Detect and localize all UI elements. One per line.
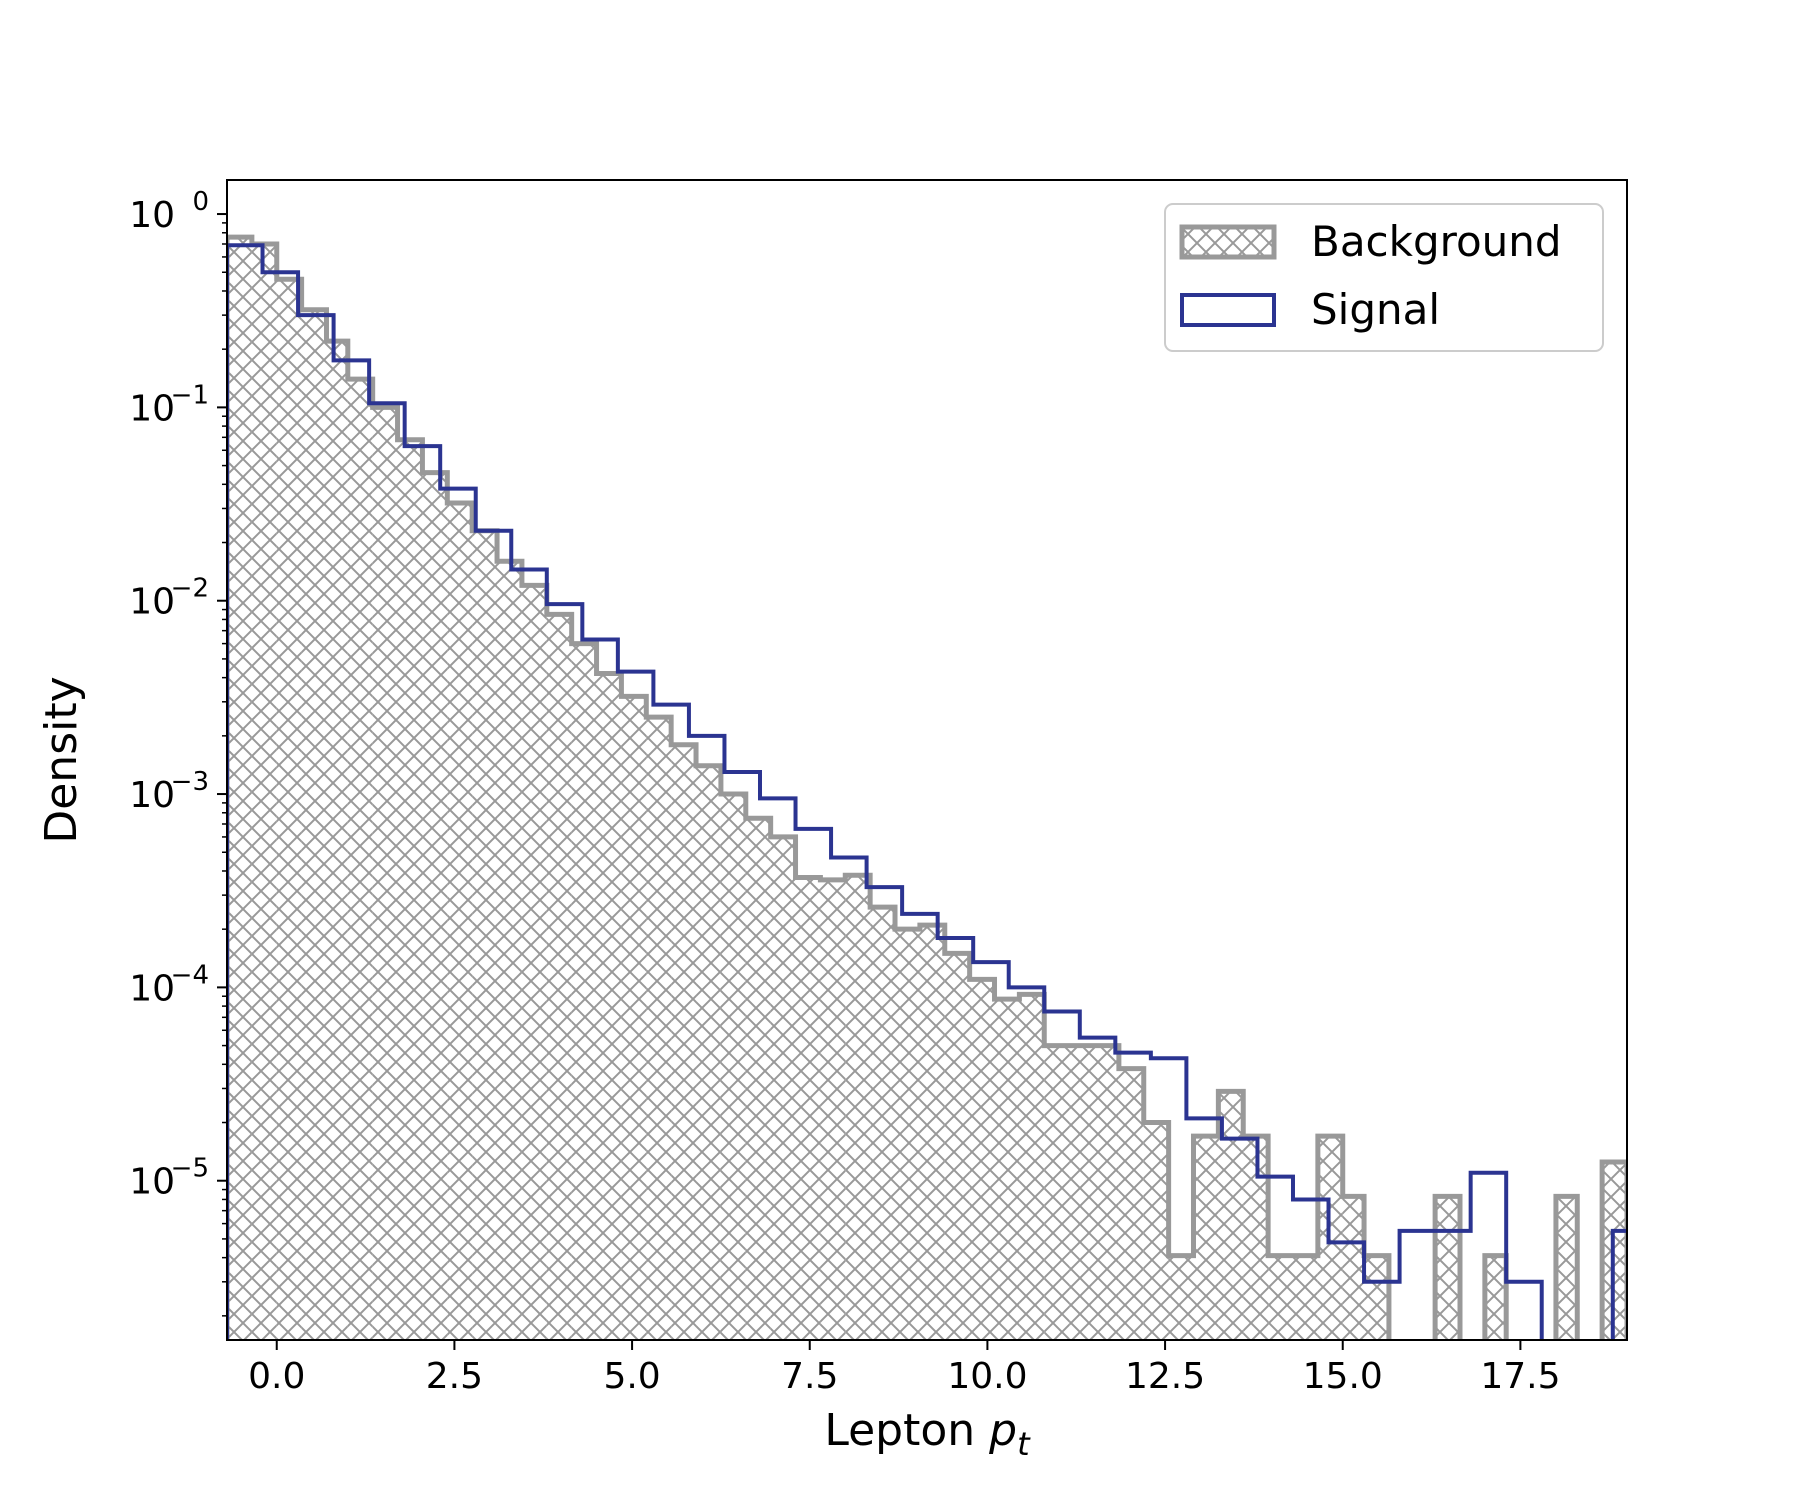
x-tick-label-5: 12.5	[1125, 1356, 1205, 1397]
bar-background-0	[227, 237, 252, 1340]
bar-background-28	[919, 925, 945, 1340]
bar-background-4	[326, 341, 348, 1340]
x-tick-label-6: 15.0	[1303, 1356, 1383, 1397]
y-tick-exponent-4: −4	[171, 960, 209, 990]
bar-background-36	[1118, 1068, 1144, 1340]
bar-background-19	[696, 765, 721, 1340]
bar-background-27	[895, 929, 920, 1340]
y-tick-exponent-2: −2	[171, 574, 209, 604]
bar-background-26	[870, 907, 896, 1340]
bar-background-15	[596, 673, 622, 1340]
bar-background-20	[720, 794, 746, 1340]
bar-background-43	[1292, 1255, 1318, 1340]
bar-background-42	[1268, 1255, 1293, 1340]
x-tick-label-0: 0.0	[248, 1356, 305, 1397]
bar-background-11	[497, 561, 522, 1340]
x-axis-label: Lepton pt	[824, 1405, 1031, 1463]
y-tick-exponent-0: 0	[192, 187, 209, 217]
legend-label-signal: Signal	[1311, 285, 1440, 334]
outline-background-1	[1432, 1193, 1463, 1340]
bar-background-7	[397, 439, 423, 1340]
outline-background-4	[1599, 1159, 1627, 1340]
outline-signal-0	[227, 243, 1544, 1340]
bar-background-51	[1484, 1255, 1507, 1340]
bar-background-31	[994, 999, 1020, 1340]
bar-background-10	[472, 530, 498, 1340]
legend-swatch-signal	[1180, 293, 1276, 327]
x-tick-label-4: 10.0	[947, 1356, 1027, 1397]
y-tick-label-3: 10	[129, 775, 175, 816]
bar-background-49	[1435, 1196, 1460, 1340]
y-tick-exponent-5: −5	[171, 1154, 209, 1184]
bar-background-3	[301, 309, 327, 1340]
bar-background-1	[251, 243, 277, 1340]
bar-background-34	[1069, 1045, 1095, 1340]
legend: Background Signal	[1164, 203, 1604, 352]
bar-background-29	[944, 953, 970, 1340]
y-tick-label-2: 10	[129, 582, 175, 623]
plot-frame	[226, 179, 1628, 1341]
bar-background-14	[571, 643, 597, 1340]
outline-signal-1	[1610, 1228, 1627, 1340]
x-tick-label-7: 17.5	[1480, 1356, 1560, 1397]
bar-background-45	[1342, 1196, 1365, 1340]
bar-background-2	[276, 279, 302, 1340]
bar-background-33	[1044, 1045, 1070, 1340]
bar-background-12	[521, 585, 547, 1340]
bar-background-16	[621, 696, 647, 1340]
bar-background-18	[671, 744, 697, 1340]
bar-background-35	[1094, 1045, 1119, 1340]
bar-background-13	[546, 614, 572, 1340]
series-background	[227, 234, 1627, 1340]
bar-background-46	[1364, 1255, 1389, 1340]
bar-background-23	[795, 877, 821, 1340]
bar-background-54	[1555, 1196, 1578, 1340]
bar-background-25	[845, 875, 871, 1340]
bar-background-44	[1317, 1136, 1343, 1340]
y-tick-label-5: 10	[129, 1162, 175, 1203]
series-signal	[227, 243, 1627, 1340]
y-tick-label-4: 10	[129, 968, 175, 1009]
bar-background-22	[770, 836, 796, 1340]
x-tick-label-3: 7.5	[781, 1356, 838, 1397]
bar-background-24	[820, 879, 846, 1340]
bar-background-39	[1193, 1136, 1219, 1340]
legend-label-background: Background	[1311, 217, 1562, 266]
bar-background-9	[447, 503, 473, 1340]
outline-background-3	[1553, 1193, 1580, 1340]
legend-swatch-background	[1179, 224, 1277, 260]
y-tick-label-1: 10	[129, 388, 175, 429]
bar-background-37	[1143, 1122, 1169, 1340]
x-tick-label-1: 2.5	[426, 1356, 483, 1397]
bar-background-30	[969, 979, 995, 1340]
bar-background-32	[1019, 994, 1045, 1340]
bar-background-6	[372, 407, 398, 1340]
bar-background-38	[1168, 1255, 1194, 1340]
bar-background-21	[745, 818, 771, 1340]
y-tick-label-0: 10	[129, 195, 175, 236]
y-tick-exponent-3: −3	[171, 767, 209, 797]
y-axis-label: Density	[36, 676, 87, 843]
x-tick-label-2: 5.0	[603, 1356, 660, 1397]
bar-background-5	[347, 379, 373, 1340]
y-tick-exponent-1: −1	[171, 380, 209, 410]
bar-background-8	[422, 472, 448, 1340]
bar-background-17	[646, 717, 672, 1340]
outline-background-2	[1482, 1253, 1509, 1340]
